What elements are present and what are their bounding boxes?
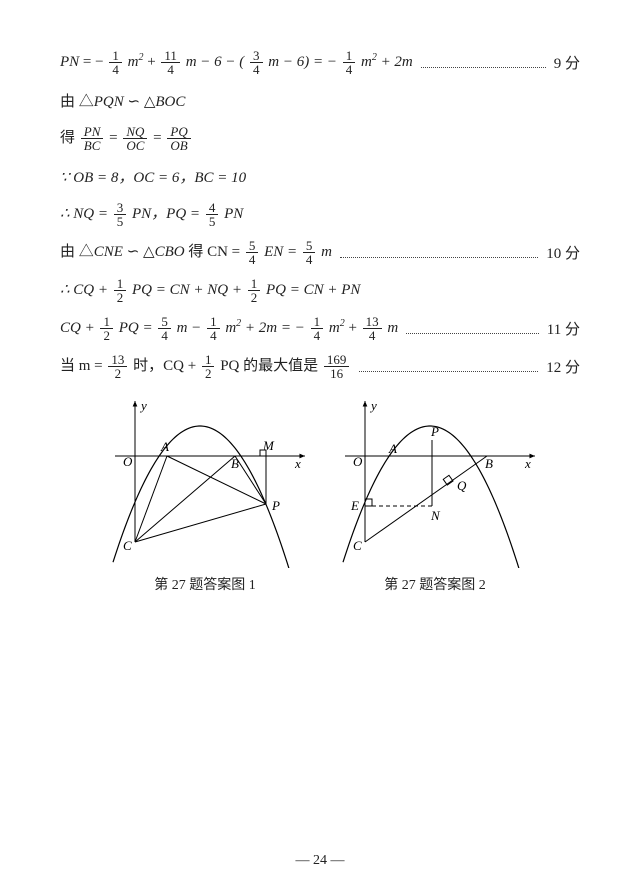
score-11: 11 分 xyxy=(547,318,580,339)
equation-line-4b: ∴ NQ = 35 PN，PQ = 45 PN xyxy=(60,198,580,230)
page-number: — 24 — xyxy=(0,853,640,869)
svg-text:C: C xyxy=(353,538,362,553)
eq1: PN = − 14 m2 + 114 m − 6 − ( 34 m − 6) =… xyxy=(60,49,413,76)
svg-text:y: y xyxy=(139,398,147,413)
svg-text:x: x xyxy=(294,456,301,471)
svg-text:A: A xyxy=(160,439,169,454)
figure-2-svg: O A B P Q N E Cx y xyxy=(335,398,535,568)
svg-text:P: P xyxy=(271,498,280,513)
text-line-2: 由 △PQN ∽ △BOC xyxy=(60,84,580,116)
equation-line-3: 得 PNBC = NQOC = PQOB xyxy=(60,122,580,154)
svg-text:B: B xyxy=(231,456,239,471)
svg-text:A: A xyxy=(388,441,397,456)
figures-row: O A B M P Cx y 第 27 题答案图 1 O A B P Q N E Cx y 第 27 题答案… xyxy=(60,398,580,594)
svg-text:Q: Q xyxy=(457,478,467,493)
score-12: 12 分 xyxy=(546,356,580,377)
svg-text:P: P xyxy=(430,424,439,439)
svg-text:O: O xyxy=(123,454,133,469)
svg-text:B: B xyxy=(485,456,493,471)
svg-text:C: C xyxy=(123,538,132,553)
equation-line-1: PN = − 14 m2 + 114 m − 6 − ( 34 m − 6) =… xyxy=(60,46,580,78)
leader-dots xyxy=(421,56,546,68)
leader-dots xyxy=(406,322,539,334)
equation-line-7: CQ + 12 PQ = 54 m − 14 m2 + 2m = − 14 m2… xyxy=(60,312,580,344)
svg-text:M: M xyxy=(262,438,275,453)
svg-text:y: y xyxy=(369,398,377,413)
text-line-4a: ∵ OB = 8，OC = 6，BC = 10 xyxy=(60,160,580,192)
svg-text:E: E xyxy=(350,498,359,513)
figure-1: O A B M P Cx y 第 27 题答案图 1 xyxy=(105,398,305,594)
figure-2-caption: 第 27 题答案图 2 xyxy=(384,574,486,594)
figure-2: O A B P Q N E Cx y 第 27 题答案图 2 xyxy=(335,398,535,594)
svg-text:x: x xyxy=(524,456,531,471)
figure-1-caption: 第 27 题答案图 1 xyxy=(154,574,256,594)
equation-line-8: 当 m = 132 时，CQ + 12 PQ 的最大值是 16916 12 分 xyxy=(60,350,580,382)
leader-dots xyxy=(359,360,538,372)
leader-dots xyxy=(340,246,538,258)
svg-text:N: N xyxy=(430,508,441,523)
equation-line-5: 由 △CNE ∽ △CBO 得 CN = 54 EN = 54 m 10 分 xyxy=(60,236,580,268)
score-10: 10 分 xyxy=(546,242,580,263)
svg-text:O: O xyxy=(353,454,363,469)
equation-line-6: ∴ CQ + 12 PQ = CN + NQ + 12 PQ = CN + PN xyxy=(60,274,580,306)
figure-1-svg: O A B M P Cx y xyxy=(105,398,305,568)
score-9: 9 分 xyxy=(554,52,580,73)
